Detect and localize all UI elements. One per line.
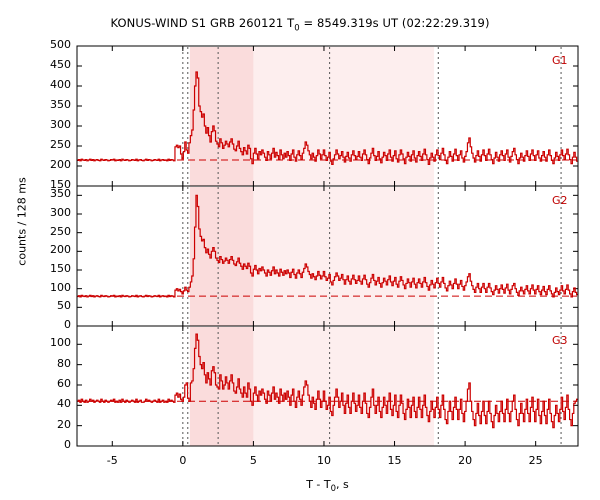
shaded-region-dark [189, 327, 254, 446]
shaded-region-light [253, 47, 435, 186]
x-axis-label: T - T0, s [77, 478, 578, 494]
panel-label-g2: G2 [552, 194, 568, 207]
shaded-region-light [253, 327, 435, 446]
light-curve-g1 [77, 71, 578, 165]
y-tick-label: 200 [50, 243, 71, 257]
y-tick-label: 200 [50, 158, 71, 171]
chart-title-rest: = 8549.319s UT (02:22:29.319) [299, 16, 490, 30]
panel-label-g1: G1 [552, 54, 568, 67]
y-tick-label: 350 [50, 187, 71, 201]
y-tick-label: 250 [50, 138, 71, 151]
y-tick-label: 20 [57, 417, 71, 431]
y-tick-label: 450 [50, 58, 71, 71]
y-axis-label: counts / 128 ms [15, 177, 29, 266]
y-tick-label: 50 [57, 299, 71, 313]
panel-label-g3: G3 [552, 334, 568, 347]
y-tick-label: 150 [50, 178, 71, 191]
shaded-region-light [253, 187, 435, 326]
y-tick-label: 350 [50, 98, 71, 111]
y-tick-label: 0 [64, 438, 71, 451]
y-tick-label: 150 [50, 262, 71, 275]
y-tick-label: 100 [50, 280, 71, 294]
y-tick-label: 0 [64, 318, 71, 331]
x-axis-label-main: T - T [306, 478, 331, 491]
x-axis-label-rest: , s [336, 478, 349, 491]
y-tick-label: 300 [50, 118, 71, 131]
shaded-region-dark [189, 187, 254, 326]
x-tick-label: 20 [458, 454, 473, 467]
x-axis-label-subscript: 0 [330, 484, 337, 495]
panel-frame [76, 45, 579, 187]
light-curve-g3 [77, 333, 578, 429]
y-tick-label: 100 [50, 336, 71, 350]
panel-frame [76, 185, 579, 327]
chart-title: KONUS-WIND S1 GRB 260121 T0 = 8549.319s … [0, 16, 600, 33]
y-tick-label: 40 [57, 397, 71, 411]
x-tick-label: 25 [528, 454, 543, 467]
x-tick-label: -5 [106, 454, 118, 467]
chart-title-main: KONUS-WIND S1 GRB 260121 T [110, 16, 295, 30]
y-tick-label: 300 [50, 206, 71, 219]
x-tick-label: 10 [316, 454, 331, 467]
y-tick-label: 500 [50, 38, 71, 51]
x-tick-label: 15 [387, 454, 402, 467]
x-tick-label: 5 [249, 454, 257, 467]
x-tick-label: 0 [179, 454, 187, 467]
y-tick-label: 60 [57, 376, 71, 390]
y-tick-label: 400 [50, 78, 71, 91]
chart-title-subscript: 0 [294, 23, 300, 34]
shaded-region-dark [189, 47, 254, 186]
panel-frame [76, 325, 579, 447]
y-tick-label: 250 [50, 224, 71, 238]
light-curve-g2 [77, 194, 578, 298]
y-tick-label: 80 [57, 356, 71, 370]
